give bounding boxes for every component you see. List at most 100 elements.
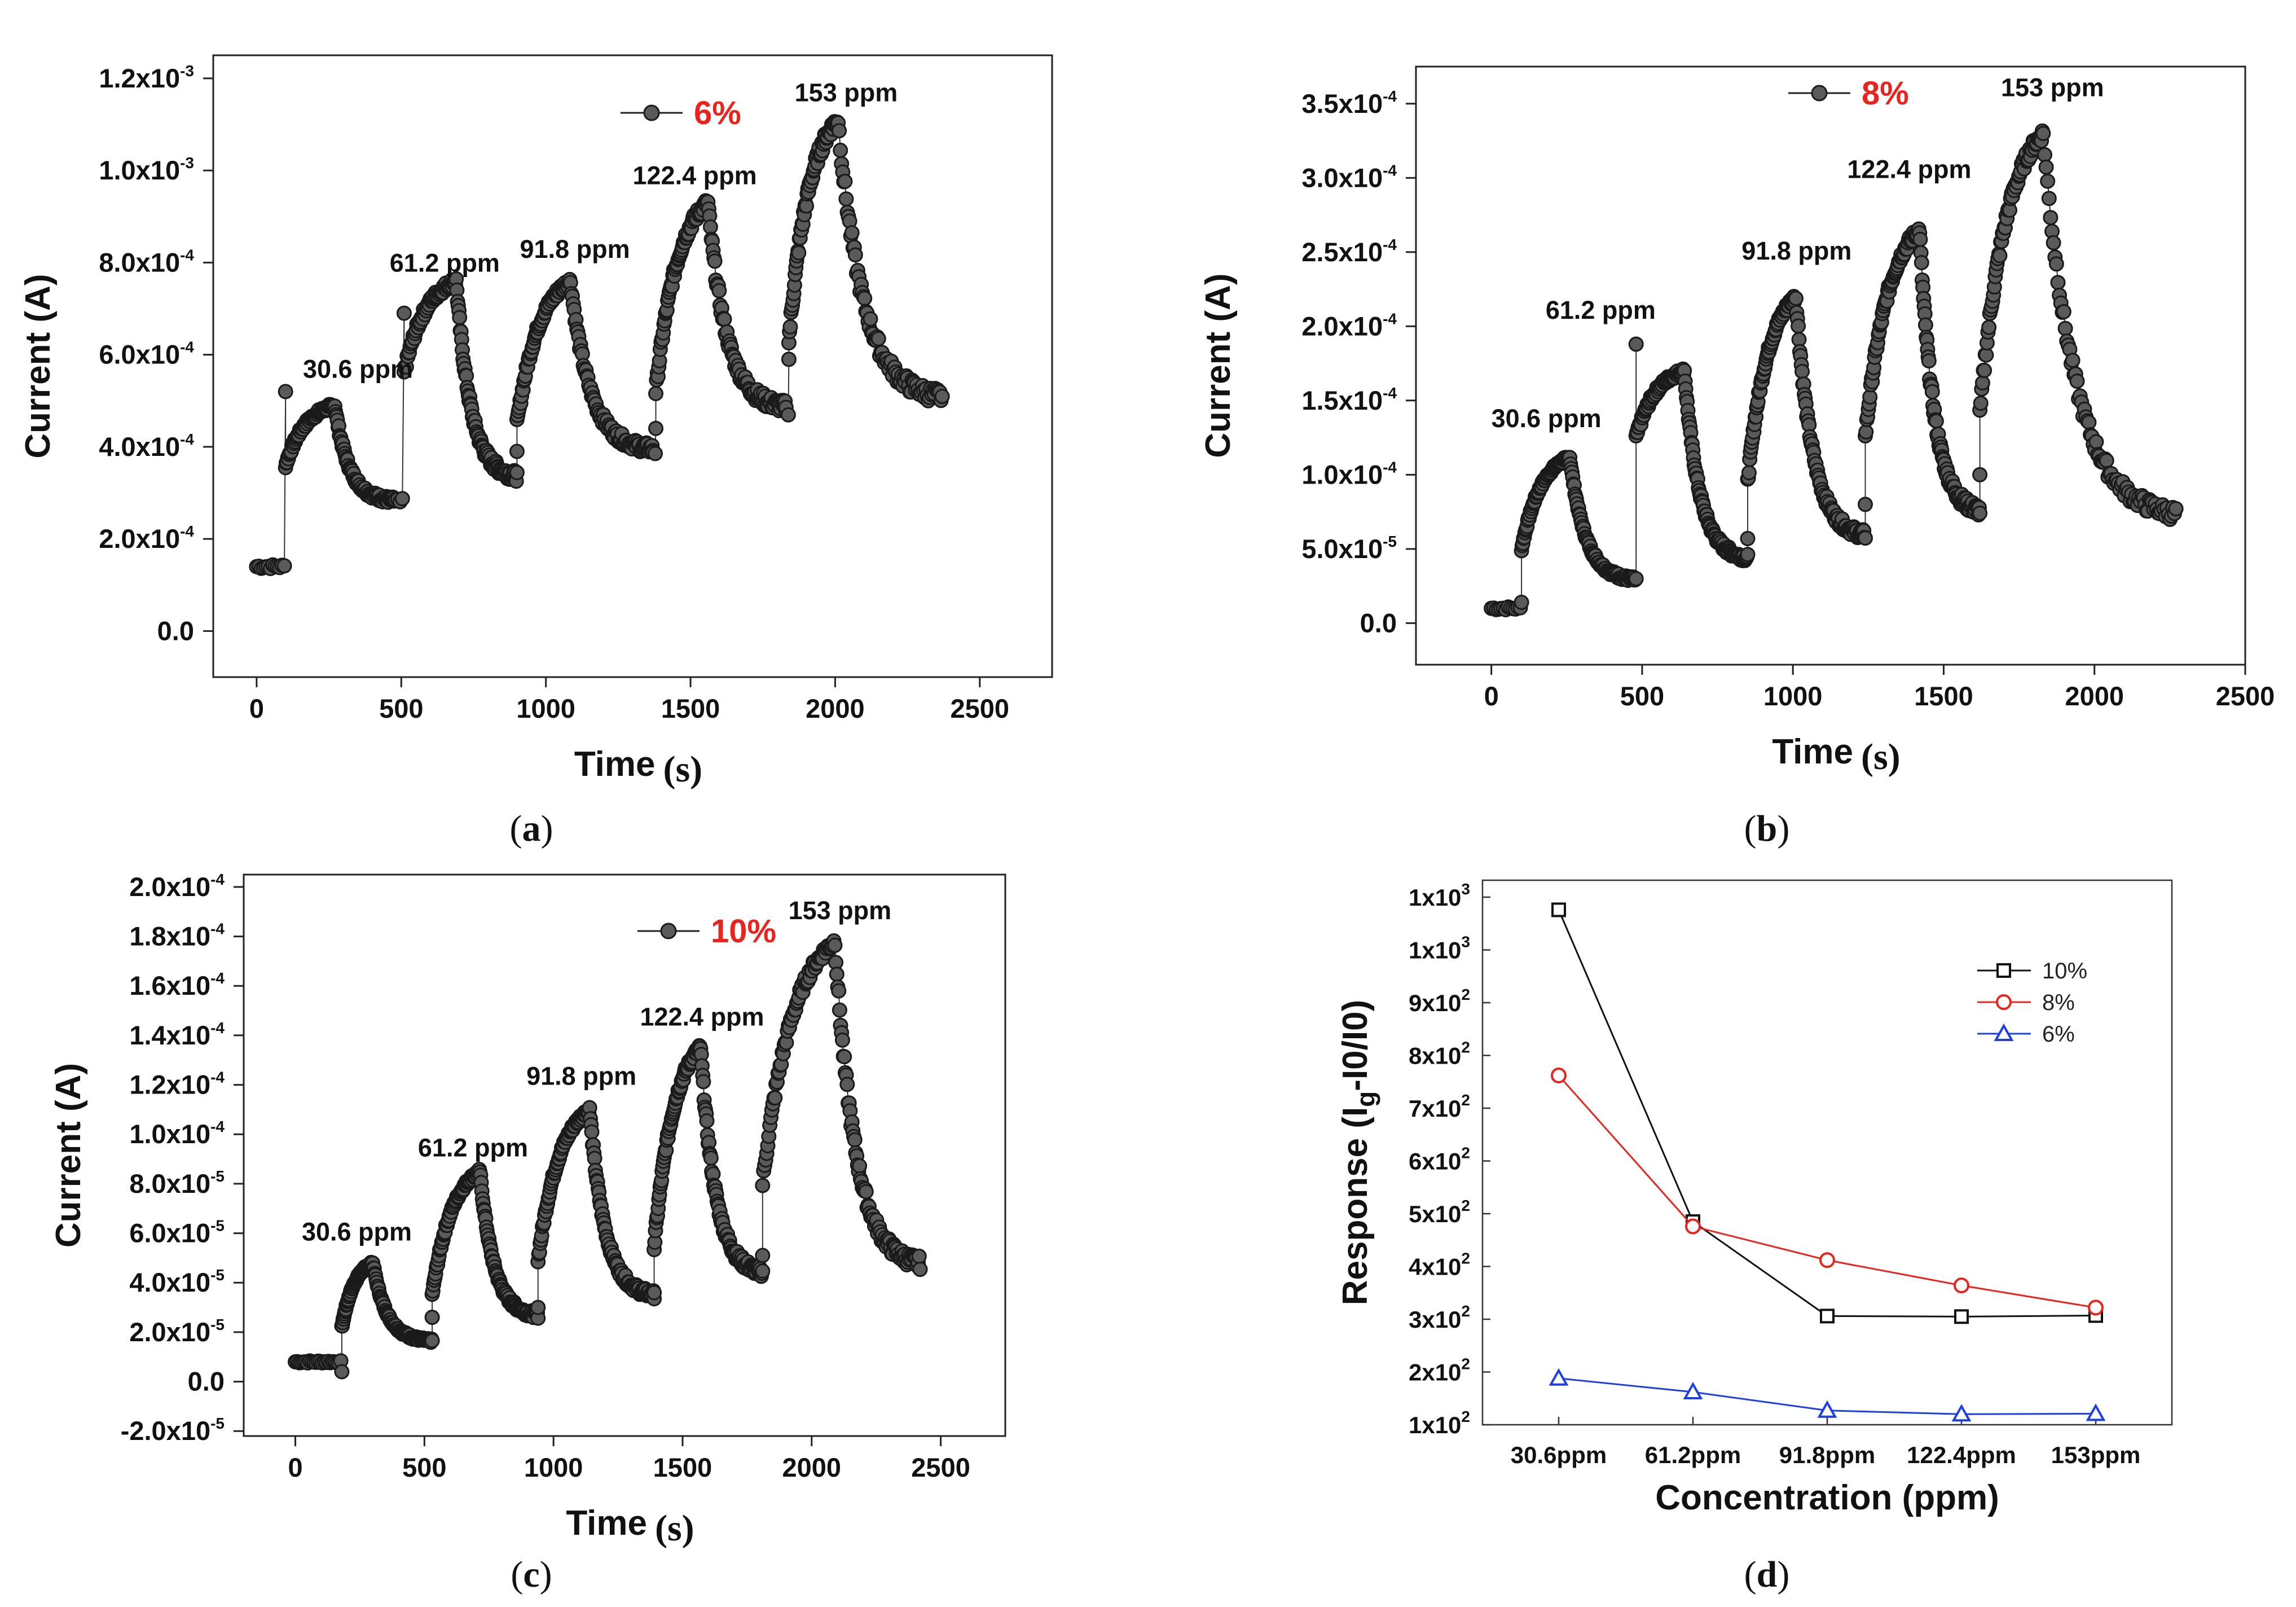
x-tick-label: 0: [288, 1452, 302, 1482]
concentration-annotation: 91.8 ppm: [526, 1062, 636, 1091]
y-tick-label-mantissa: 1x10: [1409, 884, 1461, 911]
data-point: [396, 305, 412, 321]
data-point: [452, 310, 468, 326]
data-point: [1788, 291, 1804, 306]
concentration-annotation: 61.2 ppm: [390, 249, 500, 278]
data-point: [847, 247, 863, 263]
x-tick-label: 2000: [806, 693, 865, 723]
data-point: [2168, 501, 2184, 517]
y-tick-label-exponent: -4: [180, 339, 194, 356]
data-point: [1954, 1277, 1969, 1294]
x-axis-title: Time (s): [1772, 732, 1900, 778]
y-tick-label-mantissa: 4.0x10: [99, 432, 180, 462]
y-tick-label: 6x102: [1409, 1144, 1470, 1175]
data-point: [2046, 235, 2061, 251]
y-tick-label-exponent: -5: [210, 1266, 225, 1284]
data-point: [394, 491, 410, 507]
y-tick-label: 6.0x10-5: [129, 1217, 225, 1248]
x-tick-label: 30.6ppm: [1511, 1442, 1607, 1468]
data-point: [911, 1248, 927, 1264]
y-tick-label-mantissa: 1.0x10: [1301, 459, 1383, 489]
data-point: [1992, 248, 2008, 264]
panel-label-close: ): [540, 1554, 552, 1595]
y-tick-label-mantissa: 3.0x10: [1301, 163, 1383, 192]
data-point: [1628, 336, 1644, 352]
data-point: [2035, 126, 2051, 141]
data-point: [2040, 173, 2056, 189]
y-tick-label: 2x102: [1409, 1355, 1470, 1386]
x-axis-title-text: Time: [566, 1504, 647, 1543]
y-axis-title: Current (A): [1199, 273, 1238, 458]
data-point: [584, 1124, 600, 1140]
data-series: [249, 114, 950, 576]
legend-label: 8%: [1862, 75, 1909, 112]
legend-label: 10%: [711, 913, 776, 950]
concentration-annotation: 30.6 ppm: [1492, 404, 1602, 433]
y-axis-title: Current (A): [19, 274, 58, 458]
y-tick-label-mantissa: 1.6x10: [129, 971, 210, 1000]
y-tick-label-mantissa: 1.2x10: [99, 63, 180, 93]
y-tick-label-exponent: -5: [1383, 533, 1397, 550]
y-tick-label-exponent: 2: [1461, 1355, 1470, 1373]
y-tick-label-exponent: -4: [210, 969, 225, 987]
y-axis-title-subscript: g: [1351, 1091, 1380, 1107]
data-point: [847, 1132, 863, 1148]
x-tick-label: 500: [379, 693, 423, 723]
data-point: [1858, 424, 1874, 440]
data-point: [1974, 375, 1990, 391]
y-tick-label: 1.5x10-4: [1301, 384, 1397, 415]
x-tick-label: 1500: [661, 693, 720, 723]
concentration-annotation: 122.4 ppm: [633, 161, 757, 190]
y-tick-label-mantissa: 8x10: [1409, 1043, 1461, 1069]
data-point: [702, 219, 718, 235]
y-tick-label-mantissa: 0.0: [1360, 608, 1397, 638]
y-tick-label-exponent: -5: [210, 1167, 225, 1185]
legend-marker: [1996, 963, 2011, 978]
y-tick-label: 6.0x10-4: [99, 339, 194, 370]
legend: 6%: [621, 95, 741, 131]
y-tick-label-mantissa: 6x10: [1409, 1148, 1461, 1175]
x-tick-label: 0: [249, 693, 264, 723]
data-point: [1954, 1309, 1969, 1324]
y-tick-label-mantissa: 0.0: [157, 616, 194, 646]
y-tick-label-exponent: 2: [1461, 986, 1470, 1003]
y-tick-label: 2.0x10-5: [129, 1316, 225, 1347]
y-tick-label-exponent: 2: [1461, 1091, 1470, 1109]
y-tick-label-mantissa: 2.0x10: [99, 524, 180, 554]
concentration-annotation: 153 ppm: [789, 896, 892, 925]
panel-label-close: ): [1777, 808, 1789, 849]
data-point: [781, 352, 797, 367]
data-point: [2056, 304, 2071, 319]
x-axis-unit: (: [655, 1508, 667, 1549]
y-tick-label: 4.0x10-5: [129, 1266, 225, 1297]
data-point: [857, 291, 873, 306]
y-tick-label-exponent: -5: [210, 1316, 225, 1333]
y-tick-label: 1.8x10-4: [129, 920, 225, 951]
concentration-annotation: 91.8 ppm: [520, 235, 630, 264]
panel-label: (a): [510, 808, 553, 849]
data-point: [1685, 1218, 1701, 1235]
data-point: [276, 558, 292, 574]
panel-label-letter: c: [523, 1554, 539, 1595]
data-point: [278, 384, 293, 399]
x-tick-label: 2500: [2216, 681, 2275, 711]
x-tick-label: 2500: [951, 693, 1010, 723]
x-tick-label: 2000: [2065, 681, 2124, 711]
x-axis-unit-text: s: [1873, 736, 1888, 778]
data-point: [1819, 1252, 1835, 1268]
panel-label-close: ): [1777, 1554, 1789, 1595]
panel-label: (b): [1744, 808, 1790, 849]
x-tick-label: 91.8ppm: [1779, 1442, 1875, 1468]
data-point: [1973, 396, 1989, 411]
plot-frame: [212, 54, 1053, 678]
data-point: [1628, 571, 1644, 587]
y-tick-label-exponent: -5: [210, 1415, 225, 1432]
y-tick-label-mantissa: 2x10: [1409, 1359, 1461, 1386]
data-point: [755, 1248, 771, 1263]
data-point: [648, 420, 663, 436]
data-point: [833, 142, 848, 158]
data-point: [863, 311, 878, 327]
data-point: [1972, 506, 1988, 521]
data-point: [2065, 353, 2081, 368]
y-tick-label-mantissa: 3x10: [1409, 1306, 1461, 1333]
